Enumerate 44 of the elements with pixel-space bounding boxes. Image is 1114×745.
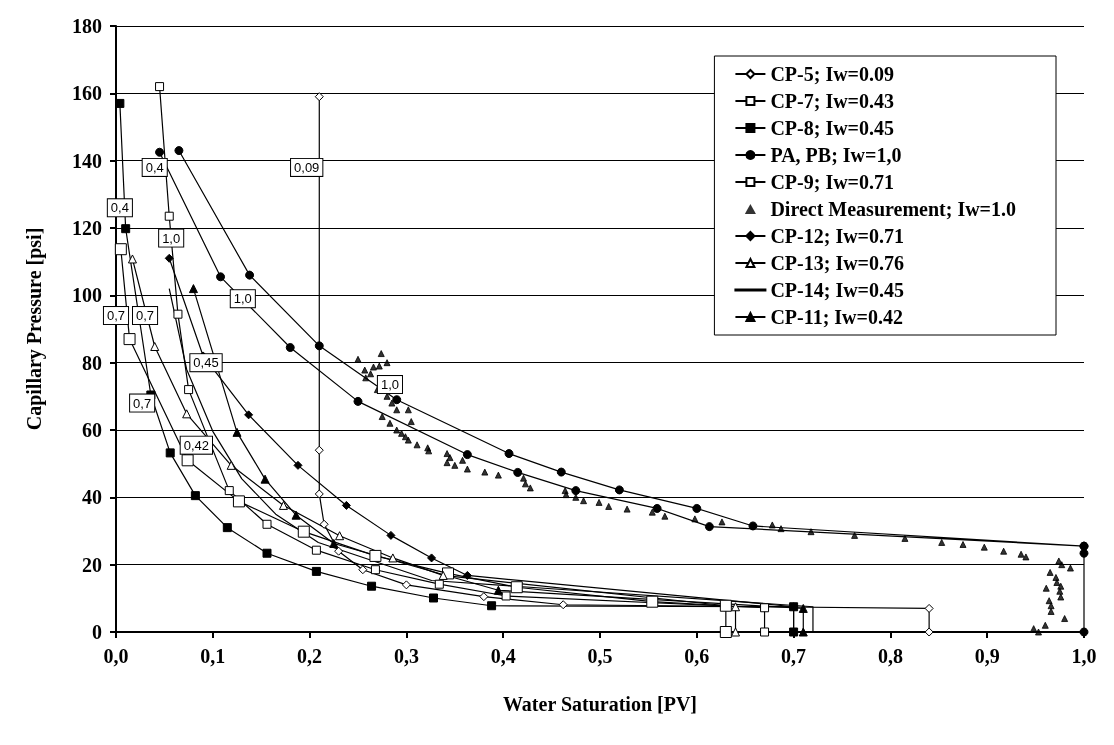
x-tick-label: 1,0: [1071, 645, 1097, 667]
y-tick-label: 100: [72, 284, 102, 307]
annotation: 0,45: [193, 355, 219, 371]
x-tick-label: 0,9: [974, 645, 1000, 667]
legend-label: CP-13; Iw=0.76: [770, 252, 905, 274]
x-axis-title: Water Saturation [PV]: [502, 693, 698, 715]
annotation: 0,4: [110, 200, 129, 216]
legend-label: CP-11; Iw=0.42: [770, 306, 903, 328]
annotation: 1,0: [380, 377, 399, 393]
y-tick-label: 40: [82, 486, 102, 509]
y-tick-label: 0: [92, 621, 102, 643]
x-tick-label: 0,2: [297, 645, 323, 667]
y-tick-label: 120: [72, 217, 102, 239]
x-tick-label: 0,6: [684, 645, 710, 667]
legend-label: CP-8; Iw=0.45: [770, 117, 895, 139]
y-tick-label: 80: [82, 351, 102, 374]
x-tick-label: 0,0: [103, 645, 129, 667]
annotation: 0,7: [106, 308, 126, 324]
y-tick-label: 20: [82, 553, 102, 576]
y-tick-label: 180: [72, 15, 102, 37]
y-axis-title: Capillary Pressure [psi]: [23, 227, 46, 431]
legend-label: CP-5; Iw=0.09: [770, 63, 895, 85]
annotation: 0,42: [183, 437, 209, 453]
annotation: 1,0: [162, 230, 181, 246]
annotation: 0,4: [145, 159, 164, 175]
y-tick-label: 60: [82, 419, 102, 441]
annotation: 0,09: [294, 159, 320, 175]
legend-label: CP-9; Iw=0.71: [770, 171, 895, 193]
x-tick-label: 0,3: [393, 645, 419, 667]
legend-label: Direct Measurement; Iw=1.0: [770, 198, 1017, 220]
legend-label: CP-12; Iw=0.71: [770, 225, 905, 247]
x-tick-label: 0,4: [490, 645, 516, 667]
annotation: 0,7: [133, 395, 152, 411]
annotation: 0,7: [136, 308, 155, 324]
legend-label: CP-14; Iw=0.45: [770, 279, 905, 301]
annotation: 1,0: [233, 291, 252, 307]
x-tick-label: 0,7: [781, 645, 807, 667]
legend-label: PA, PB; Iw=1,0: [770, 144, 902, 166]
legend-label: CP-7; Iw=0.43: [770, 90, 895, 112]
x-tick-label: 0,8: [877, 645, 903, 667]
y-tick-label: 160: [72, 82, 102, 105]
x-tick-label: 0,5: [587, 645, 613, 667]
x-tick-label: 0,1: [200, 645, 226, 667]
y-tick-label: 140: [72, 149, 102, 172]
